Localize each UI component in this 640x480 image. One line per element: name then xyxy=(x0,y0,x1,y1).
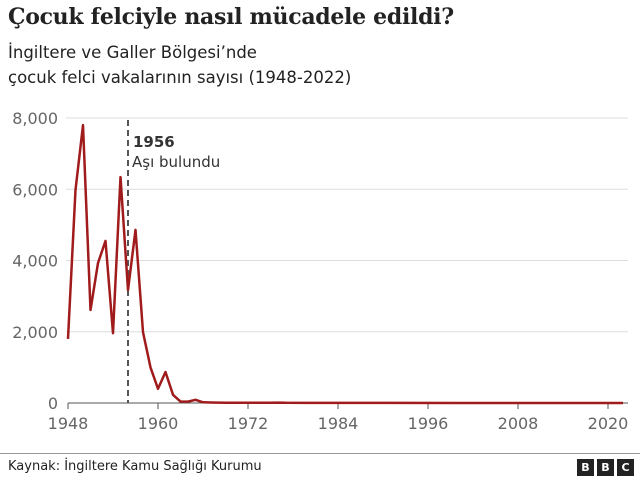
logo-letter-b2: B xyxy=(597,459,614,476)
logo-letter-c: C xyxy=(617,459,634,476)
svg-text:1956: 1956 xyxy=(133,133,175,151)
cases-line xyxy=(66,123,623,405)
svg-text:1948: 1948 xyxy=(48,414,89,433)
svg-text:8,000: 8,000 xyxy=(12,109,58,128)
chart-subtitle: İngiltere ve Galler Bölgesi’nde çocuk fe… xyxy=(8,40,351,90)
svg-text:1972: 1972 xyxy=(228,414,269,433)
svg-text:0: 0 xyxy=(48,394,58,413)
footer-divider xyxy=(0,453,640,454)
logo-letter-b1: B xyxy=(577,459,594,476)
bbc-logo: B B C xyxy=(577,459,634,476)
svg-text:4,000: 4,000 xyxy=(12,252,58,271)
svg-text:2,000: 2,000 xyxy=(12,323,58,342)
chart-title: Çocuk felciyle nasıl mücadele edildi? xyxy=(8,4,454,30)
subtitle-line-1: İngiltere ve Galler Bölgesi’nde xyxy=(8,43,257,62)
y-axis-labels: 0 2,000 4,000 6,000 8,000 xyxy=(12,109,58,413)
x-axis: 1948 1960 1972 1984 1996 2008 2020 xyxy=(48,402,629,433)
source-text: Kaynak: İngiltere Kamu Sağlığı Kurumu xyxy=(8,459,262,474)
svg-text:2008: 2008 xyxy=(498,414,539,433)
svg-text:1996: 1996 xyxy=(408,414,449,433)
svg-text:6,000: 6,000 xyxy=(12,180,58,199)
svg-text:2020: 2020 xyxy=(588,414,629,433)
svg-text:1984: 1984 xyxy=(318,414,359,433)
svg-text:1960: 1960 xyxy=(138,414,179,433)
subtitle-line-2: çocuk felci vakalarının sayısı (1948-202… xyxy=(8,68,352,87)
svg-text:Aşı bulundu: Aşı bulundu xyxy=(132,153,220,171)
vaccine-annotation: 1956 Aşı bulundu xyxy=(127,120,220,403)
grid-lines xyxy=(66,117,628,333)
